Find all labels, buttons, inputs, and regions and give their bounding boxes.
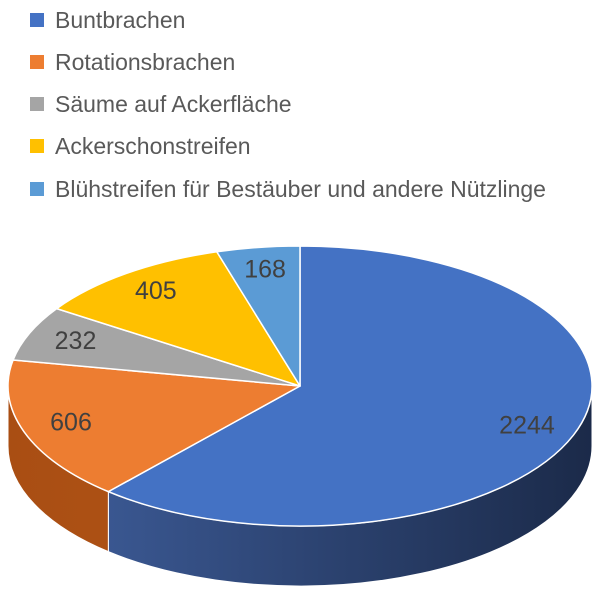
pie-slice-saume-auf-ackerflache [12,307,301,387]
pie-slice-buntbrachen [107,245,593,527]
legend-label-buntbrachen: Buntbrachen [55,7,186,33]
data-label-ackerschonstreifen: 405 [135,277,177,305]
pie-slice-rotationsbrachen [7,359,301,493]
legend-swatch-bluhstreifen-icon [30,181,44,196]
legend-swatch-rotationsbrachen-icon [30,55,44,70]
pie-slice-ackerschonstreifen [55,251,301,387]
chart-legend: Buntbrachen Rotationsbrachen Säume auf A… [30,8,546,201]
legend-item-saume-auf-ackerflache: Säume auf Ackerfläche [30,92,546,116]
data-label-buntbrachen: 2244 [499,411,555,439]
pie-top-faces [7,245,593,527]
legend-label-ackerschonstreifen: Ackerschonstreifen [55,133,251,160]
data-label-saume-auf-ackerflache: 232 [55,327,97,355]
legend-swatch-ackerschonstreifen-icon [30,139,44,154]
data-label-bluhstreifen-fur-bestauber-und-andere-nutzlinge: 168 [244,256,286,284]
legend-item-rotationsbrachen: Rotationsbrachen [30,50,546,74]
pie-slice-bluhstreifen-fur-bestauber-und-andere-nutzlinge [216,245,301,387]
legend-label-saume-auf-ackerflache: Säume auf Ackerfläche [55,91,292,118]
pie-data-labels: 2244 606 232 405 168 [50,256,555,440]
legend-item-bluhstreifen: Blühstreifen für Bestäuber und andere Nü… [30,175,546,202]
legend-swatch-saume-auf-ackerflache-icon [30,97,44,112]
legend-label-rotationsbrachen: Rotationsbrachen [55,49,236,76]
data-label-rotationsbrachen: 606 [50,409,92,437]
legend-swatch-buntbrachen-icon [30,13,44,28]
legend-label-bluhstreifen: Blühstreifen für Bestäuber und andere Nü… [55,175,546,202]
legend-item-buntbrachen: Buntbrachen [30,8,546,32]
legend-item-ackerschonstreifen: Ackerschonstreifen [30,133,546,160]
